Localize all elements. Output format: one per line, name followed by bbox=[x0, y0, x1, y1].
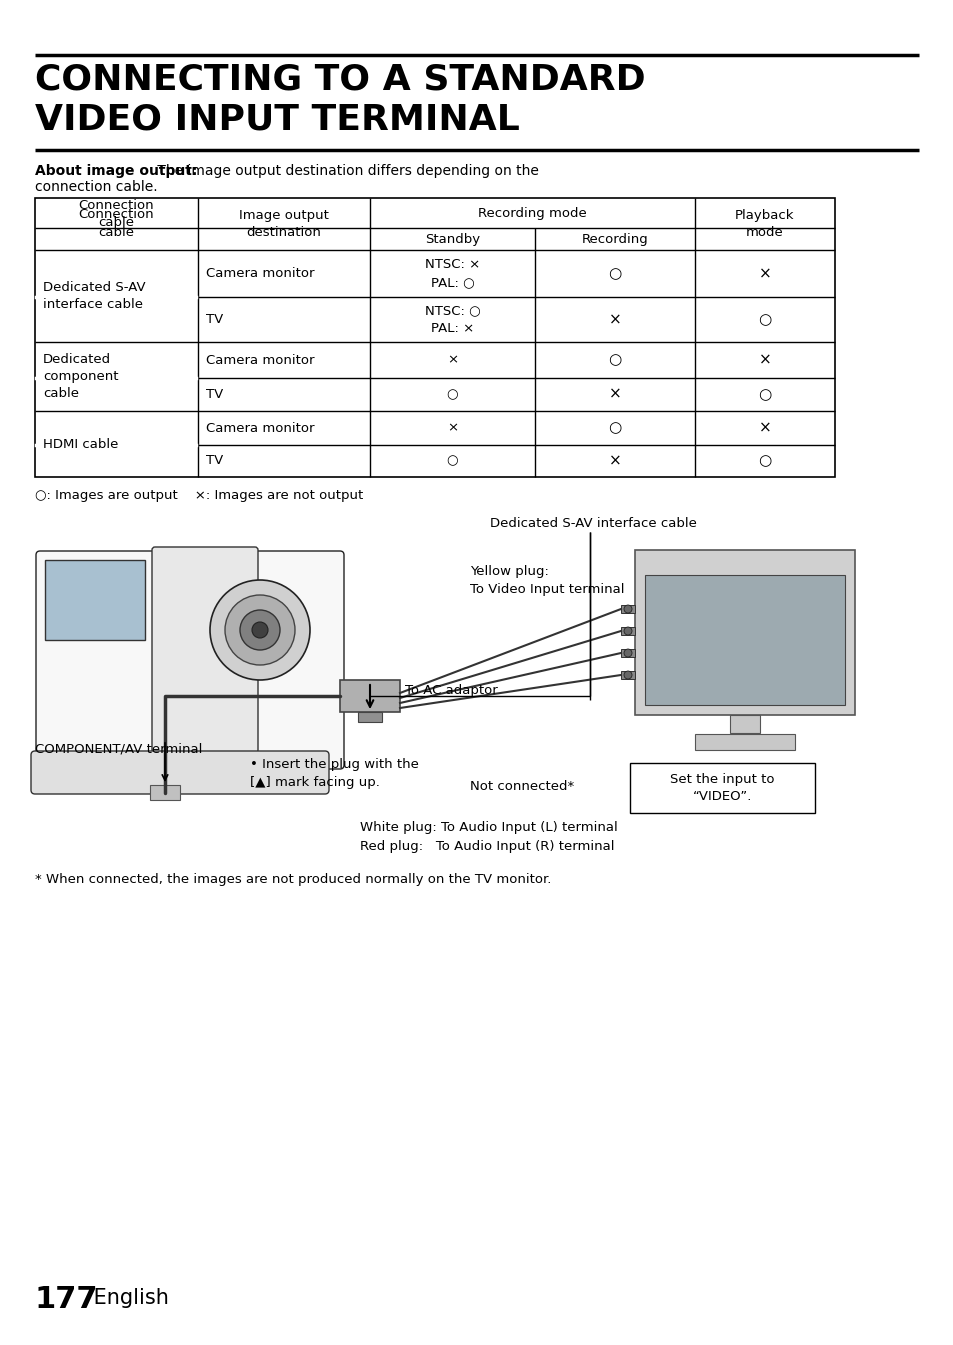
Text: Connection
cable: Connection cable bbox=[78, 199, 154, 229]
Text: ×: × bbox=[446, 421, 457, 434]
Bar bbox=[729, 716, 760, 733]
Text: ○: ○ bbox=[608, 352, 621, 367]
FancyBboxPatch shape bbox=[36, 551, 344, 769]
Text: NTSC: ○
PAL: ×: NTSC: ○ PAL: × bbox=[424, 304, 479, 335]
Bar bbox=[644, 576, 844, 705]
Text: ○: ○ bbox=[608, 421, 621, 436]
Circle shape bbox=[252, 621, 268, 638]
Bar bbox=[695, 734, 794, 751]
Bar bbox=[620, 650, 635, 656]
Text: ×: × bbox=[758, 266, 771, 281]
Text: ○: ○ bbox=[446, 387, 457, 401]
Bar bbox=[629, 763, 814, 812]
Text: English: English bbox=[87, 1289, 169, 1307]
Text: Recording: Recording bbox=[581, 233, 648, 246]
Text: ×: × bbox=[608, 387, 620, 402]
Text: HDMI cable: HDMI cable bbox=[43, 437, 118, 451]
Text: Yellow plug:
To Video Input terminal: Yellow plug: To Video Input terminal bbox=[470, 565, 624, 596]
Circle shape bbox=[623, 627, 631, 635]
Text: Not connected*: Not connected* bbox=[470, 780, 574, 794]
Text: Dedicated S-AV
interface cable: Dedicated S-AV interface cable bbox=[43, 281, 146, 311]
Bar bbox=[635, 550, 854, 716]
Text: ×: × bbox=[446, 354, 457, 366]
Text: The image output destination differs depending on the: The image output destination differs dep… bbox=[152, 164, 538, 178]
Text: ○: Images are output    ×: Images are not output: ○: Images are output ×: Images are not o… bbox=[35, 490, 363, 502]
Text: COMPONENT/AV terminal: COMPONENT/AV terminal bbox=[35, 742, 202, 756]
Text: ×: × bbox=[758, 421, 771, 436]
Circle shape bbox=[623, 650, 631, 656]
Bar bbox=[339, 681, 399, 712]
Text: TV: TV bbox=[206, 455, 223, 468]
Text: White plug: To Audio Input (L) terminal
Red plug:   To Audio Input (R) terminal: White plug: To Audio Input (L) terminal … bbox=[359, 820, 618, 853]
Text: connection cable.: connection cable. bbox=[35, 180, 157, 194]
Bar bbox=[45, 560, 145, 640]
Bar bbox=[620, 627, 635, 635]
Bar bbox=[35, 198, 834, 477]
Text: ○: ○ bbox=[758, 387, 771, 402]
Text: • Insert the plug with the
[▲] mark facing up.: • Insert the plug with the [▲] mark faci… bbox=[250, 759, 418, 790]
Text: Dedicated S-AV interface cable: Dedicated S-AV interface cable bbox=[490, 516, 696, 530]
Text: Recording mode: Recording mode bbox=[477, 207, 586, 219]
Text: Camera monitor: Camera monitor bbox=[206, 421, 314, 434]
Circle shape bbox=[240, 611, 280, 650]
Text: TV: TV bbox=[206, 313, 223, 325]
Text: Camera monitor: Camera monitor bbox=[206, 268, 314, 280]
Text: ○: ○ bbox=[446, 455, 457, 468]
FancyBboxPatch shape bbox=[30, 751, 329, 794]
Text: Connection
cable: Connection cable bbox=[78, 208, 154, 239]
Text: ○: ○ bbox=[608, 266, 621, 281]
Bar bbox=[357, 712, 381, 722]
Text: ×: × bbox=[608, 312, 620, 327]
Text: ○: ○ bbox=[758, 453, 771, 468]
Bar bbox=[620, 671, 635, 679]
Text: To AC adaptor: To AC adaptor bbox=[405, 685, 497, 697]
Text: Image output
destination: Image output destination bbox=[239, 208, 329, 239]
Circle shape bbox=[623, 605, 631, 613]
Text: 177: 177 bbox=[35, 1284, 98, 1314]
Bar bbox=[620, 605, 635, 613]
Text: ○: ○ bbox=[758, 312, 771, 327]
Text: ×: × bbox=[758, 352, 771, 367]
Text: CONNECTING TO A STANDARD: CONNECTING TO A STANDARD bbox=[35, 63, 645, 97]
FancyBboxPatch shape bbox=[152, 547, 257, 753]
Text: About image output:: About image output: bbox=[35, 164, 197, 178]
Text: NTSC: ×
PAL: ○: NTSC: × PAL: ○ bbox=[424, 258, 479, 289]
Text: Set the input to
“VIDEO”.: Set the input to “VIDEO”. bbox=[670, 772, 774, 803]
Text: Playback
mode: Playback mode bbox=[735, 208, 794, 239]
Text: TV: TV bbox=[206, 387, 223, 401]
Text: Camera monitor: Camera monitor bbox=[206, 354, 314, 366]
Text: VIDEO INPUT TERMINAL: VIDEO INPUT TERMINAL bbox=[35, 104, 519, 137]
Text: * When connected, the images are not produced normally on the TV monitor.: * When connected, the images are not pro… bbox=[35, 873, 551, 886]
Circle shape bbox=[210, 580, 310, 681]
Circle shape bbox=[225, 594, 294, 664]
Text: Standby: Standby bbox=[424, 233, 479, 246]
Bar bbox=[150, 785, 180, 800]
Text: ×: × bbox=[608, 453, 620, 468]
Text: Dedicated
component
cable: Dedicated component cable bbox=[43, 352, 118, 399]
Circle shape bbox=[623, 671, 631, 679]
